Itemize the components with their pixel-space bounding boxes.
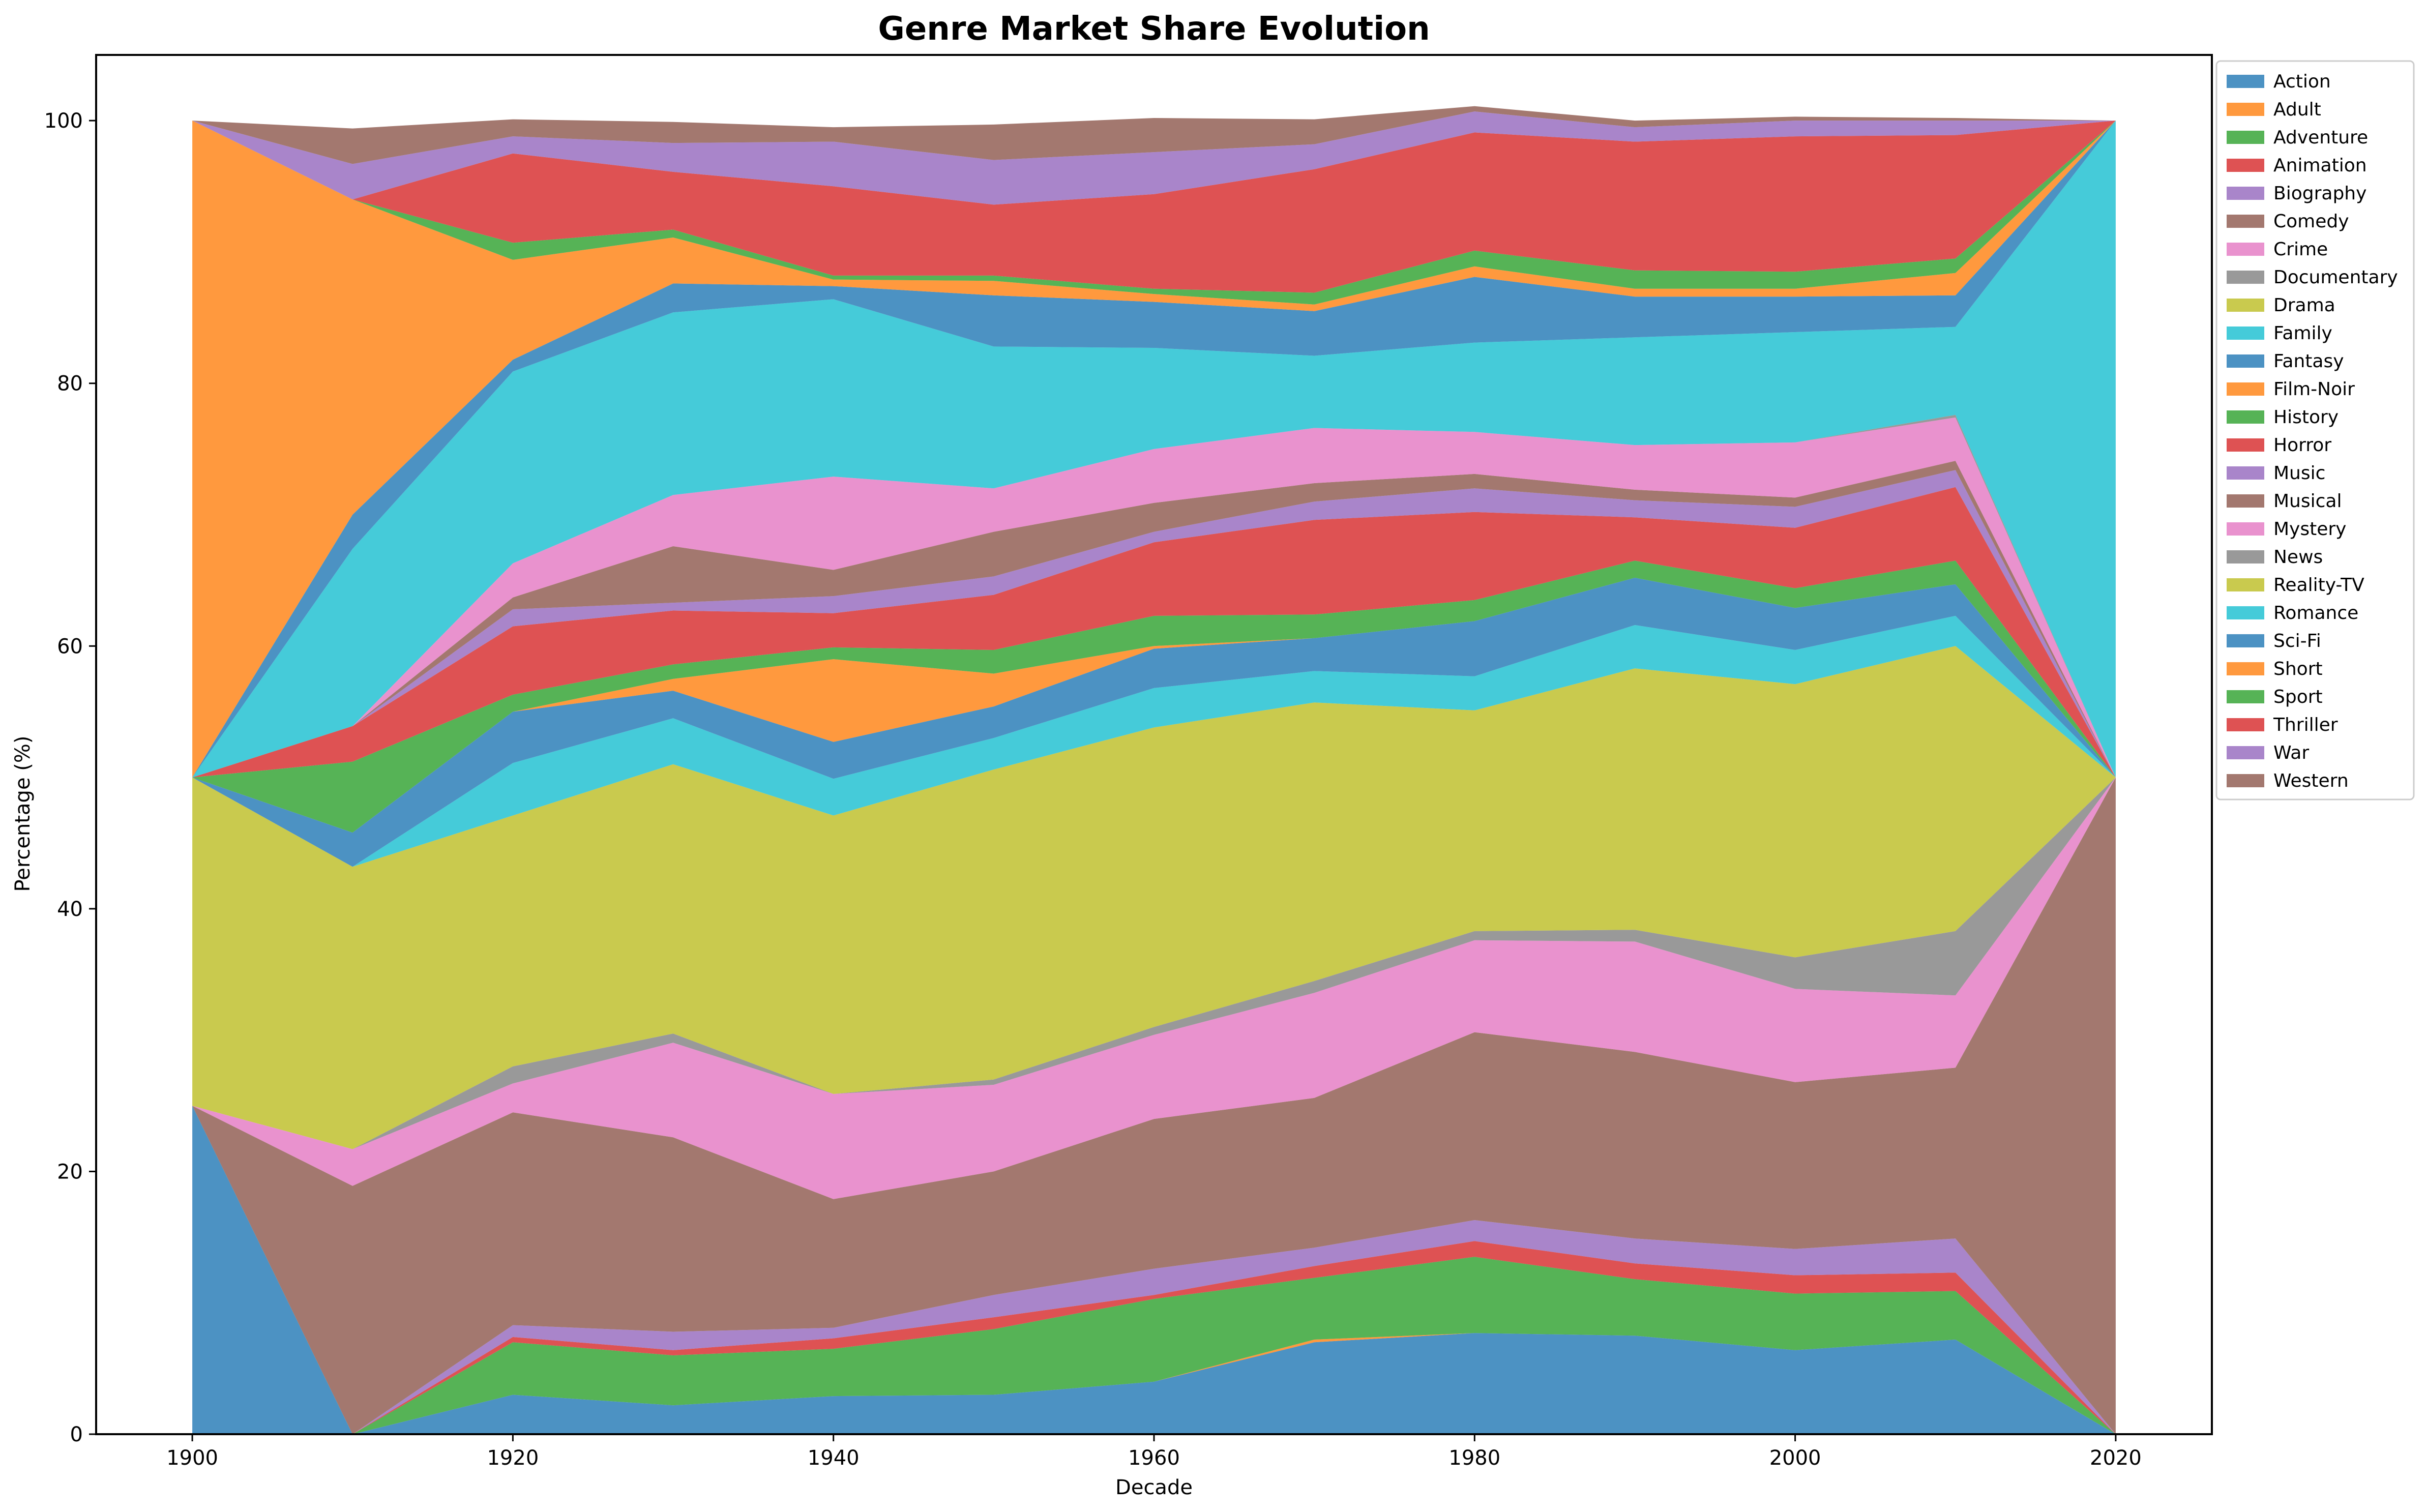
legend-swatch-fantasy: [2227, 354, 2264, 368]
x-tick-label: 2000: [1769, 1446, 1821, 1470]
legend-swatch-history: [2227, 410, 2264, 424]
legend-label-war: War: [2273, 743, 2309, 763]
legend-label-western: Western: [2273, 770, 2349, 791]
x-tick-label: 1920: [487, 1446, 539, 1470]
x-tick-label: 1980: [1448, 1446, 1500, 1470]
legend-swatch-biography: [2227, 187, 2264, 200]
legend-swatch-adult: [2227, 103, 2264, 116]
legend-swatch-thriller: [2227, 718, 2264, 731]
area-romance: [192, 121, 2116, 778]
legend-label-musical: Musical: [2273, 491, 2342, 512]
area-crime: [192, 777, 2116, 1199]
legend-label-music: Music: [2273, 463, 2325, 484]
legend-label-action: Action: [2273, 71, 2331, 92]
legend-swatch-action: [2227, 75, 2264, 88]
legend-label-drama: Drama: [2273, 295, 2335, 316]
legend-swatch-reality-tv: [2227, 578, 2264, 591]
area-war: [192, 111, 2116, 205]
area-comedy: [192, 777, 2116, 1434]
legend-swatch-drama: [2227, 299, 2264, 312]
area-western: [192, 106, 2116, 164]
legend-label-adventure: Adventure: [2273, 127, 2368, 148]
legend-swatch-music: [2227, 466, 2264, 480]
y-axis-label: Percentage (%): [11, 736, 35, 892]
area-thriller: [192, 121, 2116, 293]
area-fantasy: [192, 578, 2116, 867]
legend-label-thriller: Thriller: [2273, 715, 2338, 735]
legend-swatch-short: [2227, 662, 2264, 675]
legend-swatch-family: [2227, 327, 2264, 340]
legend-swatch-musical: [2227, 494, 2264, 508]
legend-label-horror: Horror: [2273, 435, 2331, 456]
legend-label-animation: Animation: [2273, 155, 2367, 176]
area-series-group: [192, 106, 2116, 1434]
y-tick-label: 0: [70, 1423, 83, 1446]
legend-label-fantasy: Fantasy: [2273, 351, 2344, 372]
x-axis-label: Decade: [1115, 1476, 1193, 1499]
area-family: [192, 615, 2116, 867]
legend-swatch-crime: [2227, 243, 2264, 256]
legend-swatch-mystery: [2227, 522, 2264, 536]
area-documentary: [192, 777, 2116, 1149]
legend-label-crime: Crime: [2273, 239, 2328, 260]
legend-label-comedy: Comedy: [2273, 211, 2349, 232]
x-tick-label: 2020: [2090, 1446, 2142, 1470]
area-history: [192, 560, 2116, 833]
area-horror: [192, 487, 2116, 778]
y-tick-label: 60: [57, 635, 83, 658]
legend-swatch-film-noir: [2227, 382, 2264, 396]
legend-label-family: Family: [2273, 323, 2332, 344]
legend-label-reality-tv: Reality-TV: [2273, 575, 2364, 596]
legend-swatch-news: [2227, 550, 2264, 564]
area-biography: [192, 1106, 2116, 1434]
y-axis-ticks: 0 20 40 60 80 100: [44, 109, 96, 1446]
legend-label-film-noir: Film-Noir: [2273, 379, 2355, 400]
legend-swatch-documentary: [2227, 271, 2264, 284]
legend-swatch-adventure: [2227, 131, 2264, 144]
legend-swatch-comedy: [2227, 215, 2264, 228]
area-mystery: [192, 417, 2116, 778]
legend-box: [2215, 60, 2415, 801]
y-tick-label: 20: [57, 1160, 83, 1183]
legend-swatch-romance: [2227, 606, 2264, 619]
y-tick-label: 100: [44, 109, 83, 133]
legend-label-sport: Sport: [2273, 687, 2323, 707]
legend-label-adult: Adult: [2273, 99, 2321, 120]
legend: Action Adult Adventure Animation Biography Co…: [2215, 60, 2415, 801]
legend-swatch-animation: [2227, 159, 2264, 172]
area-adventure: [192, 1106, 2116, 1434]
legend-label-history: History: [2273, 407, 2339, 428]
legend-swatch-horror: [2227, 438, 2264, 452]
legend-label-sci-fi: Sci-Fi: [2273, 631, 2321, 651]
area-musical: [192, 461, 2116, 778]
legend-label-mystery: Mystery: [2273, 519, 2347, 540]
legend-swatch-sport: [2227, 690, 2264, 703]
legend-swatch-sci-fi: [2227, 634, 2264, 647]
area-sci-fi: [192, 121, 2116, 778]
legend-label-romance: Romance: [2273, 603, 2358, 624]
chart-title: Genre Market Share Evolution: [878, 10, 1430, 48]
x-axis-ticks: 1900 1920 1940 1960 1980 2000 2020: [166, 1434, 2142, 1470]
x-tick-label: 1940: [808, 1446, 860, 1470]
area-animation: [192, 1106, 2116, 1434]
y-tick-label: 40: [57, 898, 83, 921]
area-action: [192, 1106, 2116, 1434]
legend-label-biography: Biography: [2273, 183, 2366, 204]
area-drama: [192, 646, 2116, 1149]
legend-swatch-western: [2227, 774, 2264, 787]
y-tick-label: 80: [57, 372, 83, 396]
legend-label-short: Short: [2273, 659, 2323, 679]
legend-label-news: News: [2273, 547, 2323, 568]
legend-label-documentary: Documentary: [2273, 267, 2398, 288]
legend-swatch-war: [2227, 746, 2264, 759]
x-tick-label: 1900: [166, 1446, 218, 1470]
x-tick-label: 1960: [1128, 1446, 1180, 1470]
